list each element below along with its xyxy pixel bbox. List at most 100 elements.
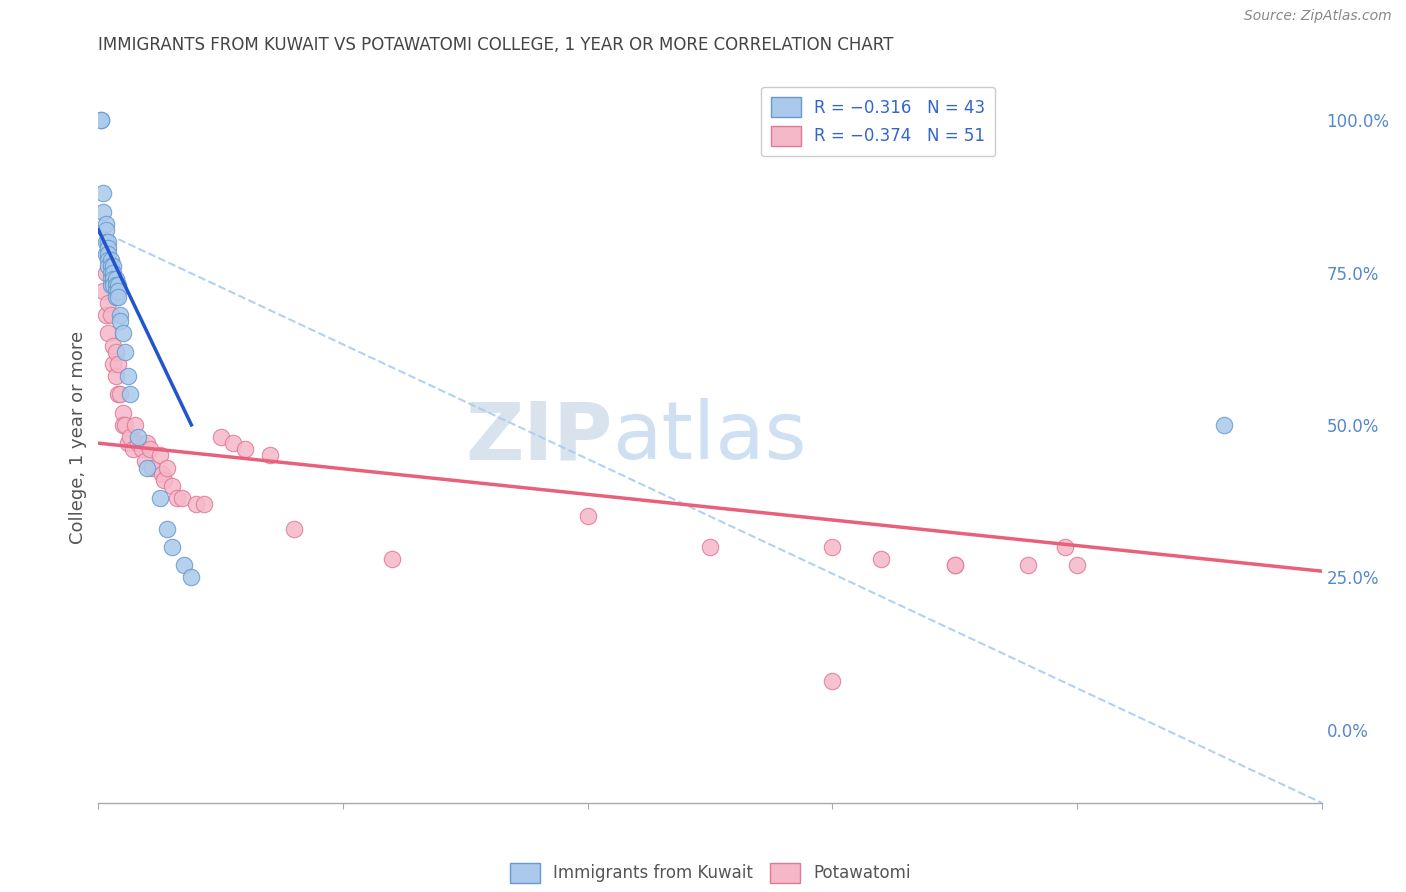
Point: [101, 266, 124, 280]
Point: [101, 260, 124, 274]
Point: [94, 217, 117, 231]
Point: [107, 387, 129, 401]
Point: [576, 509, 599, 524]
Point: [104, 284, 127, 298]
Point: [222, 436, 245, 450]
Point: [104, 277, 127, 292]
Point: [166, 491, 188, 505]
Point: [259, 449, 281, 463]
Point: [101, 271, 124, 285]
Point: [104, 271, 127, 285]
Point: [100, 253, 122, 268]
Point: [97, 296, 120, 310]
Point: [91, 204, 114, 219]
Point: [127, 436, 149, 450]
Point: [101, 277, 124, 292]
Point: [156, 521, 179, 535]
Point: [94, 235, 117, 249]
Point: [111, 406, 134, 420]
Point: [193, 497, 215, 511]
Point: [110, 387, 132, 401]
Point: [121, 442, 143, 457]
Point: [173, 558, 195, 573]
Point: [107, 277, 129, 292]
Point: [91, 284, 114, 298]
Point: [114, 417, 136, 432]
Point: [100, 260, 122, 274]
Point: [104, 369, 127, 384]
Point: [186, 497, 208, 511]
Point: [100, 277, 122, 292]
Point: [170, 491, 193, 505]
Point: [100, 266, 122, 280]
Point: [821, 673, 844, 688]
Point: [131, 442, 153, 457]
Point: [1017, 558, 1039, 573]
Text: Source: ZipAtlas.com: Source: ZipAtlas.com: [1244, 9, 1392, 23]
Point: [870, 552, 893, 566]
Point: [233, 442, 256, 457]
Point: [94, 223, 117, 237]
Text: IMMIGRANTS FROM KUWAIT VS POTAWATOMI COLLEGE, 1 YEAR OR MORE CORRELATION CHART: IMMIGRANTS FROM KUWAIT VS POTAWATOMI COL…: [98, 36, 894, 54]
Point: [101, 339, 124, 353]
Point: [114, 344, 136, 359]
Point: [127, 430, 149, 444]
Point: [97, 247, 120, 261]
Point: [381, 552, 404, 566]
Point: [104, 290, 127, 304]
Point: [97, 260, 120, 274]
Point: [101, 357, 124, 371]
Point: [150, 467, 173, 481]
Point: [943, 558, 966, 573]
Point: [107, 284, 129, 298]
Point: [111, 417, 134, 432]
Point: [120, 387, 142, 401]
Point: [97, 253, 120, 268]
Point: [104, 344, 127, 359]
Point: [124, 417, 146, 432]
Point: [1212, 417, 1234, 432]
Point: [156, 460, 179, 475]
Point: [94, 308, 117, 322]
Point: [699, 540, 721, 554]
Point: [153, 473, 176, 487]
Point: [110, 308, 132, 322]
Point: [821, 540, 844, 554]
Y-axis label: College, 1 year or more: College, 1 year or more: [69, 331, 87, 543]
Point: [90, 113, 112, 128]
Point: [134, 454, 156, 468]
Point: [943, 558, 966, 573]
Point: [117, 369, 139, 384]
Point: [160, 479, 183, 493]
Point: [117, 436, 139, 450]
Point: [180, 570, 202, 584]
Point: [97, 235, 120, 249]
Text: ZIP: ZIP: [465, 398, 612, 476]
Point: [97, 241, 120, 255]
Point: [100, 271, 122, 285]
Text: atlas: atlas: [612, 398, 807, 476]
Point: [139, 442, 162, 457]
Point: [149, 449, 172, 463]
Point: [90, 113, 112, 128]
Legend: Immigrants from Kuwait, Potawatomi: Immigrants from Kuwait, Potawatomi: [503, 856, 917, 889]
Point: [94, 247, 117, 261]
Point: [283, 521, 305, 535]
Point: [111, 326, 134, 341]
Point: [141, 460, 163, 475]
Point: [160, 540, 183, 554]
Point: [136, 460, 159, 475]
Point: [94, 266, 117, 280]
Point: [110, 314, 132, 328]
Point: [209, 430, 232, 444]
Point: [136, 436, 159, 450]
Point: [1066, 558, 1088, 573]
Point: [97, 326, 120, 341]
Point: [149, 491, 172, 505]
Point: [1053, 540, 1076, 554]
Point: [107, 357, 129, 371]
Point: [107, 290, 129, 304]
Point: [100, 308, 122, 322]
Point: [120, 430, 142, 444]
Point: [91, 186, 114, 201]
